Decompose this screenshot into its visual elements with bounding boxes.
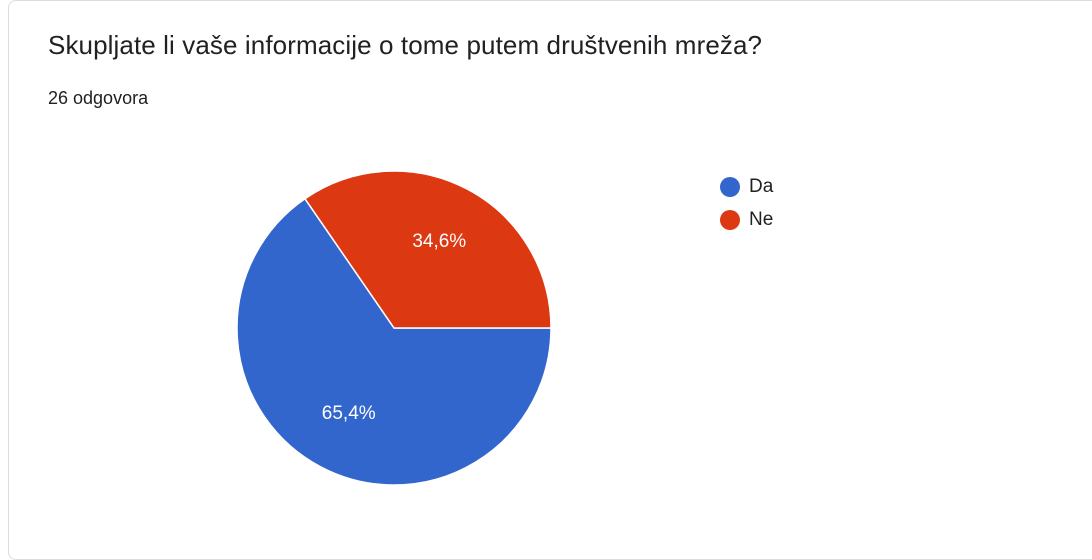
legend-item-ne[interactable]: Ne <box>720 203 773 236</box>
legend-label-da: Da <box>749 175 774 197</box>
legend-swatch-ne <box>720 209 740 230</box>
legend-item-da[interactable]: Da <box>720 170 773 203</box>
pie-label-da: 65,4% <box>322 403 376 424</box>
pie-slice-da[interactable] <box>236 197 552 486</box>
question-title: Skupljate li vaše informacije o tome put… <box>48 30 763 60</box>
pie-slice-ne[interactable] <box>303 170 552 329</box>
legend-label-ne: Ne <box>749 208 774 230</box>
response-card <box>8 0 1092 560</box>
response-count: 26 odgovora <box>48 88 149 108</box>
chart-legend: Da Ne <box>720 170 773 236</box>
pie-label-ne: 34,6% <box>412 231 466 252</box>
pie-chart: 65,4% 34,6% <box>236 170 552 486</box>
legend-swatch-da <box>720 176 740 197</box>
